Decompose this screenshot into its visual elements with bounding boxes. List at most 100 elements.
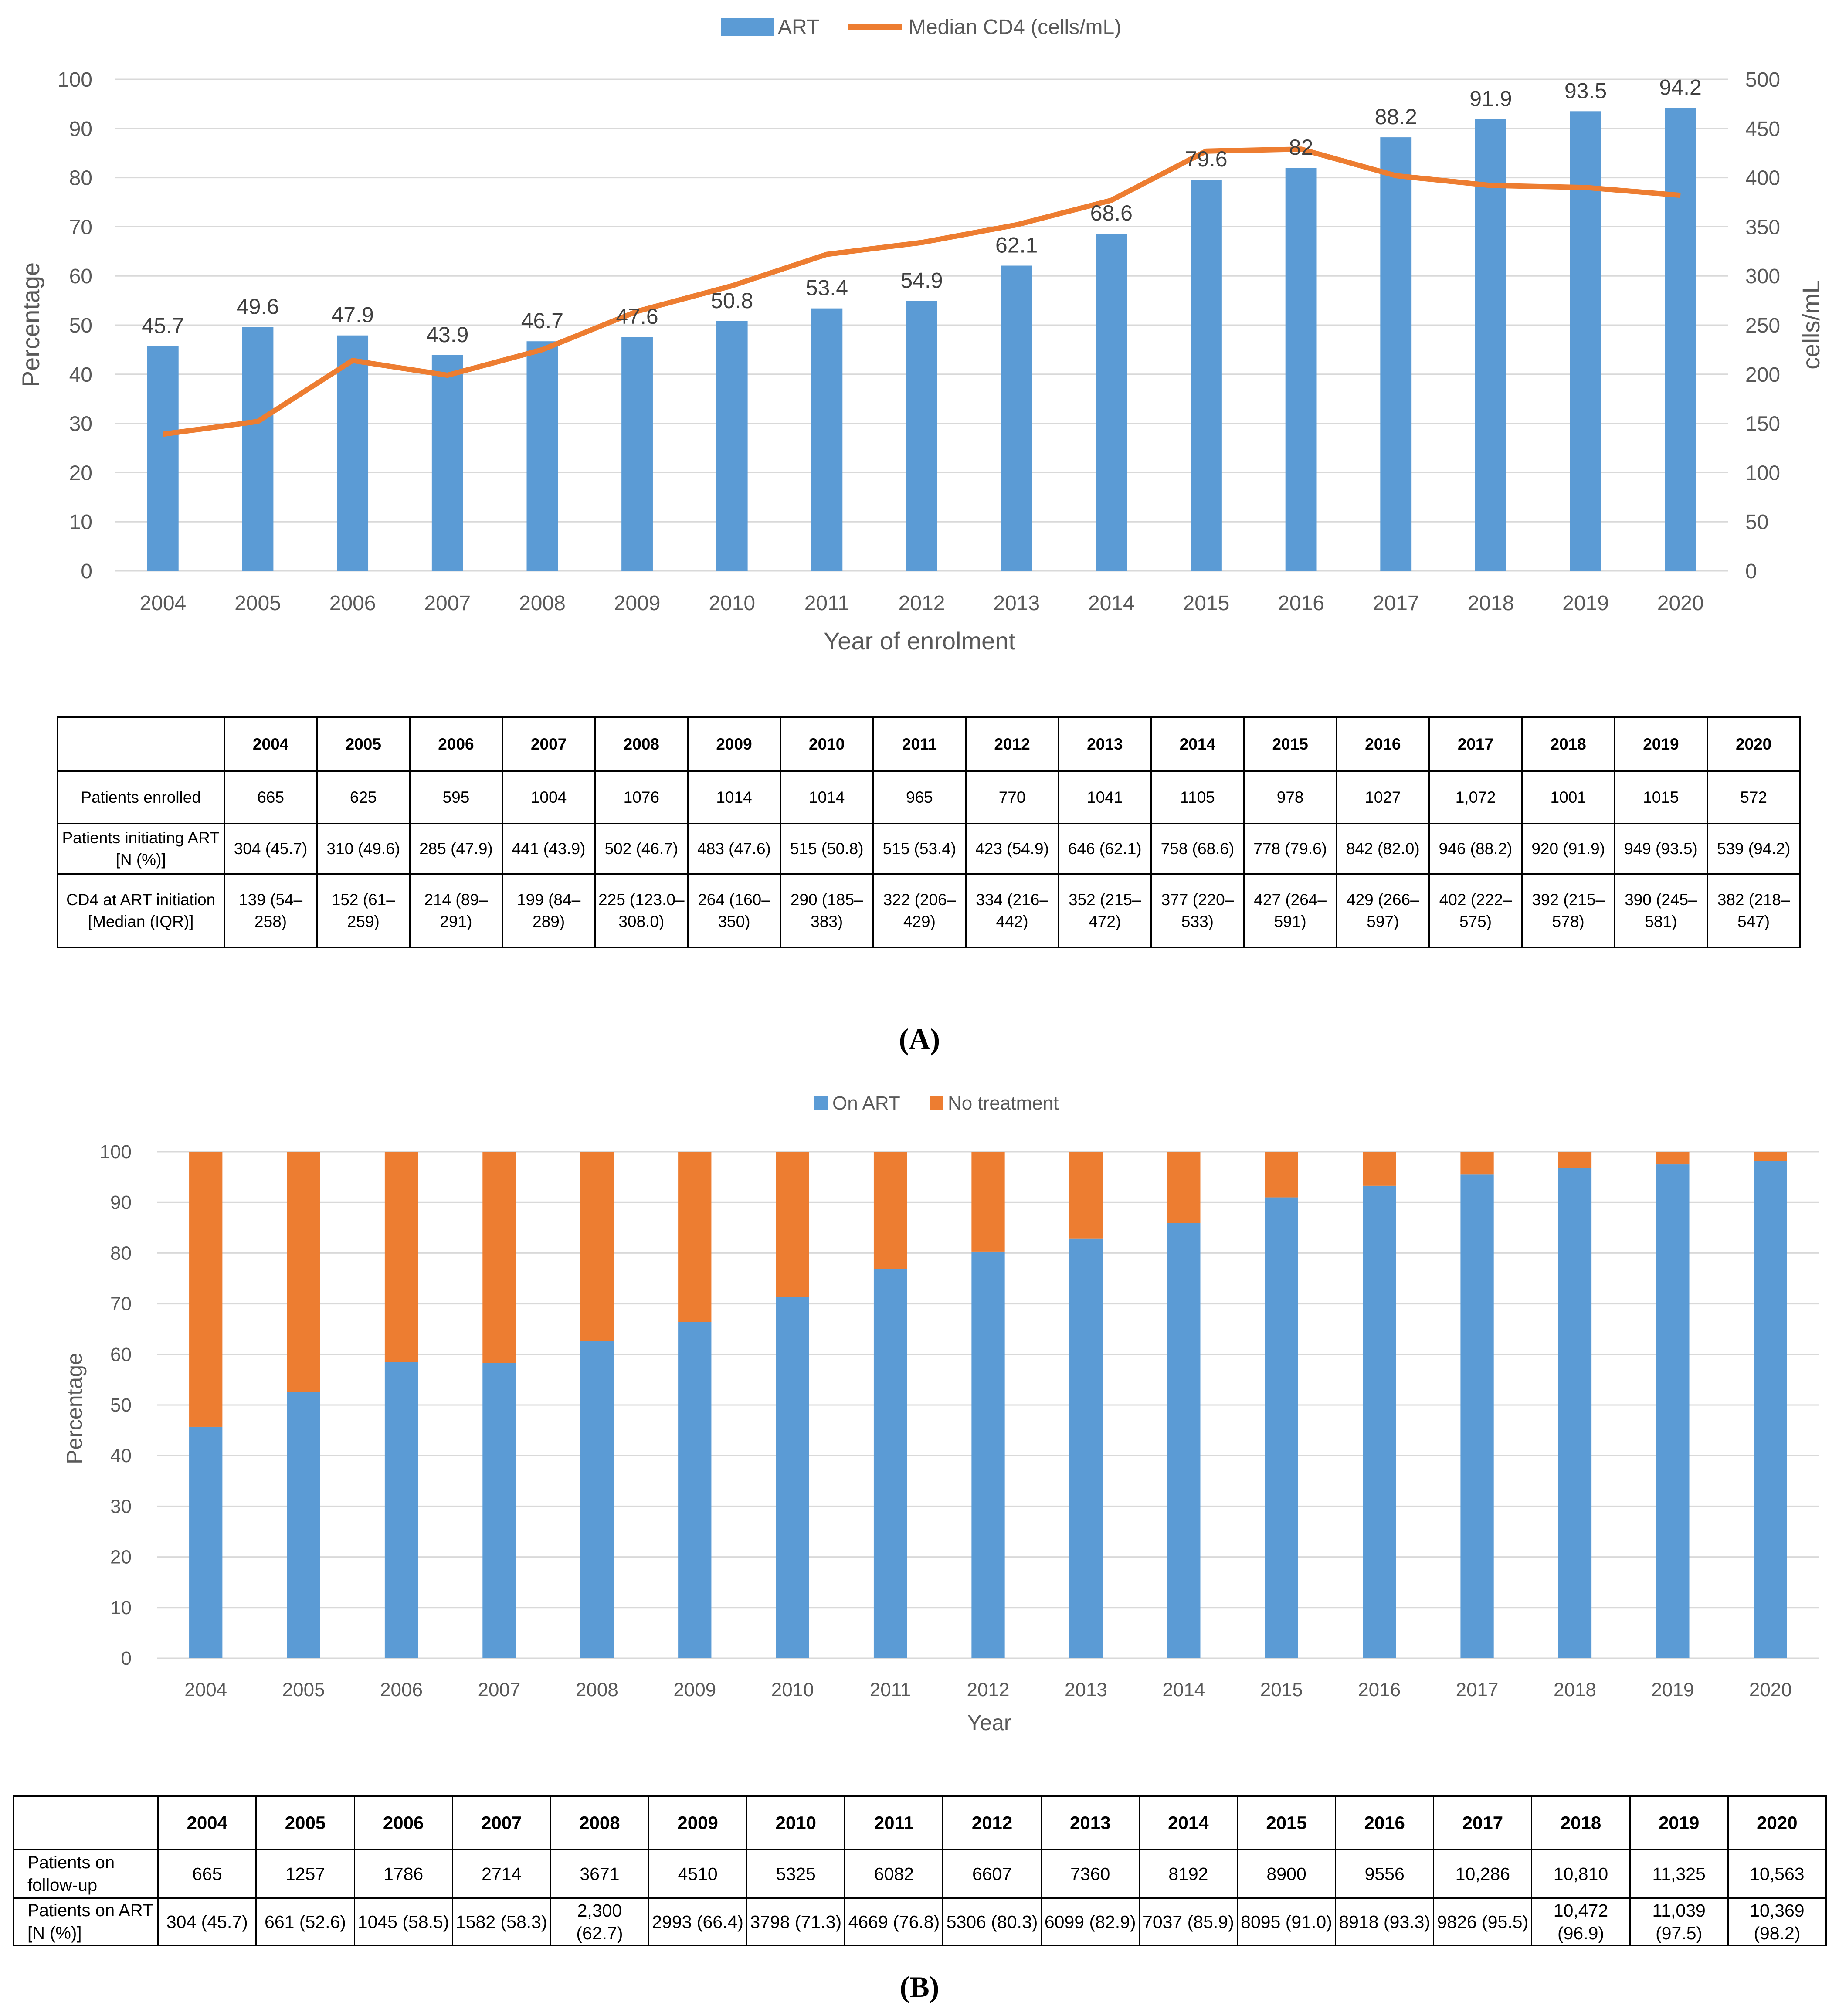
- bar-label: 50.8: [711, 288, 753, 313]
- table-a-year: 2015: [1243, 716, 1337, 772]
- table-b-cell: 3671: [550, 1849, 650, 1899]
- table-b-cell: 7360: [1040, 1849, 1140, 1899]
- table-a-cell: 978: [1243, 770, 1337, 824]
- table-a-cell: 949 (93.5): [1614, 823, 1708, 875]
- table-b-row-label: Patients on ART [N (%)]: [13, 1897, 159, 1946]
- table-a-cell: 392 (215–578): [1521, 873, 1615, 948]
- bar-on-art-2016: [1362, 1185, 1396, 1658]
- table-b-cell: 9826 (95.5): [1433, 1897, 1533, 1946]
- y-tick-label: 20: [69, 462, 92, 485]
- table-b-year: 2017: [1433, 1795, 1533, 1850]
- table-a-year: 2018: [1521, 716, 1615, 772]
- y2-tick-label: 350: [1745, 216, 1780, 239]
- bar-on-art-2005: [287, 1392, 320, 1658]
- table-b-cell: 7037 (85.9): [1138, 1897, 1238, 1946]
- bar-no-treatment-2020: [1754, 1152, 1787, 1161]
- bar-label: 49.6: [237, 295, 279, 319]
- table-a-cell: 1076: [594, 770, 689, 824]
- table-b-cell: 2714: [451, 1849, 551, 1899]
- legend-no-treatment-label: No treatment: [948, 1093, 1059, 1114]
- chart-a-y-ticks: 0 10 20 30 40 50 60 70 80 90 100: [58, 68, 92, 583]
- bar-label: 43.9: [426, 322, 468, 347]
- x-tick-label: 2020: [1657, 592, 1704, 615]
- bar-art-2014: [1096, 234, 1127, 571]
- table-a-cell: 441 (43.9): [502, 823, 596, 875]
- bar-art-2011: [811, 308, 843, 571]
- table-b-corner: [13, 1795, 159, 1850]
- table-a-cell: 1001: [1521, 770, 1615, 824]
- table-b-year: 2013: [1040, 1795, 1140, 1850]
- chart-b-x-ticks: 2004 2005 2006 2007 2008 2009 2010 2011 2012 2013…: [184, 1679, 1791, 1700]
- table-b-cell: 9556: [1335, 1849, 1435, 1899]
- table-a-cell: 390 (245–581): [1614, 873, 1708, 948]
- table-b-year: 2020: [1727, 1795, 1827, 1850]
- x-tick-label: 2009: [614, 592, 661, 615]
- bar-on-art-2017: [1460, 1174, 1494, 1658]
- table-a-cell: 334 (216–442): [965, 873, 1059, 948]
- table-a-cell: 770: [965, 770, 1059, 824]
- chart-a-x-ticks: 2004 2005 2006 2007 2008 2009 2010 2011 2012 2013…: [139, 592, 1703, 615]
- table-a-year: 2016: [1336, 716, 1430, 772]
- table-b-cell: 1257: [255, 1849, 355, 1899]
- table-a-cell: 502 (46.7): [594, 823, 689, 875]
- bar-label: 68.6: [1090, 201, 1133, 225]
- bar-label: 91.9: [1469, 86, 1512, 111]
- chart-a-bar-labels: 45.7 49.6 47.9 43.9 46.7 47.6 50.8 53.4 54.9 62.1…: [142, 75, 1702, 346]
- table-b-cell: 5306 (80.3): [942, 1897, 1042, 1946]
- table-a-cell: 377 (220–533): [1150, 873, 1245, 948]
- y2-tick-label: 450: [1745, 118, 1780, 141]
- bar-art-2016: [1285, 168, 1317, 571]
- table-b-row-follow-up: Patients on follow-up 665 1257 1786 2714…: [13, 1849, 1827, 1899]
- x-tick-label: 2006: [380, 1679, 423, 1700]
- x-tick-label: 2004: [184, 1679, 227, 1700]
- table-a-cell: 152 (61–259): [316, 873, 411, 948]
- table-a-year: 2014: [1150, 716, 1245, 772]
- table-a-cell: 1014: [780, 770, 874, 824]
- bar-label: 62.1: [995, 233, 1038, 258]
- table-a-row-cd4: CD4 at ART initiation [Median (IQR)] 139…: [56, 873, 1801, 948]
- bar-on-art-2006: [384, 1362, 418, 1658]
- table-b-cell: 8095 (91.0): [1236, 1897, 1337, 1946]
- x-tick-label: 2011: [870, 1679, 911, 1700]
- x-tick-label: 2019: [1651, 1679, 1694, 1700]
- bar-on-art-2008: [580, 1341, 614, 1658]
- chart-b: On ART No treatment 0 10 20 30 40 50 60 70 80 90 1…: [62, 1093, 1819, 1735]
- x-tick-label: 2018: [1467, 592, 1514, 615]
- table-b-cell: 4669 (76.8): [844, 1897, 944, 1946]
- x-tick-label: 2010: [709, 592, 755, 615]
- table-b-cell: 6082: [844, 1849, 944, 1899]
- bar-art-2017: [1380, 137, 1412, 571]
- bar-no-treatment-2009: [678, 1152, 712, 1322]
- table-a-cell: 483 (47.6): [687, 823, 781, 875]
- bar-no-treatment-2016: [1362, 1152, 1396, 1186]
- table-a-cell: 290 (185–383): [780, 873, 874, 948]
- panel-label-a: (A): [899, 1022, 940, 1056]
- bar-no-treatment-2019: [1656, 1152, 1690, 1165]
- chart-a-cd4-line: [162, 146, 1681, 437]
- bar-on-art-2010: [776, 1297, 809, 1658]
- table-b-row-label: Patients on follow-up: [13, 1849, 159, 1899]
- table-a-cell: 515 (53.4): [872, 823, 967, 875]
- y-tick-label: 50: [69, 314, 92, 337]
- table-a-year: 2019: [1614, 716, 1708, 772]
- chart-a-ylabel: Percentage: [17, 262, 44, 387]
- table-a-cell: 965: [872, 770, 967, 824]
- table-a-row-label: Patients enrolled: [56, 770, 225, 824]
- bar-no-treatment-2013: [1069, 1152, 1103, 1239]
- table-a-cell: 842 (82.0): [1336, 823, 1430, 875]
- table-a-cell: 214 (89–291): [409, 873, 503, 948]
- x-tick-label: 2009: [673, 1679, 716, 1700]
- bar-art-2004: [147, 346, 179, 571]
- table-b-cell: 10,472 (96.9): [1531, 1897, 1631, 1946]
- y2-tick-label: 500: [1745, 68, 1780, 92]
- table-a-cell: 352 (215–472): [1058, 873, 1152, 948]
- chart-a-bars: [147, 108, 1696, 571]
- y-tick-label: 70: [110, 1293, 132, 1315]
- x-tick-label: 2015: [1183, 592, 1230, 615]
- table-a-row-label: CD4 at ART initiation [Median (IQR)]: [56, 873, 225, 948]
- y-tick-label: 10: [69, 511, 92, 534]
- table-b-year: 2006: [353, 1795, 453, 1850]
- table-a-cell: 402 (222–575): [1428, 873, 1523, 948]
- bar-on-art-2011: [873, 1269, 907, 1658]
- panel-label-b: (B): [899, 1970, 940, 2003]
